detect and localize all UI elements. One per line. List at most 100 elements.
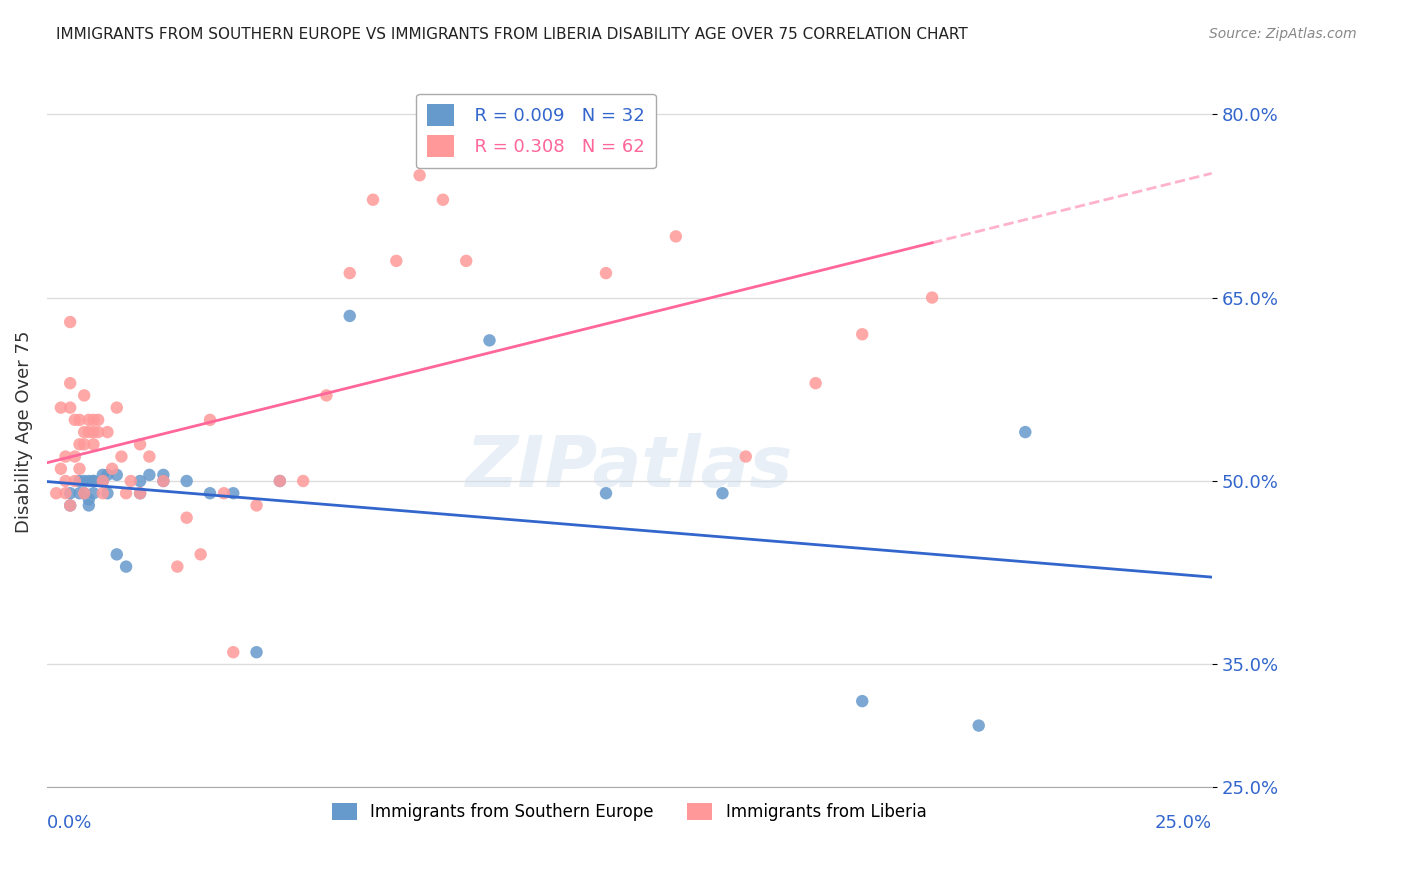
- Point: [478, 334, 501, 348]
- Point: [385, 253, 408, 268]
- Point: [82, 413, 104, 427]
- Point: [82, 437, 104, 451]
- Point: [49, 401, 72, 415]
- Point: [59, 486, 82, 500]
- Point: [101, 462, 124, 476]
- Point: [432, 193, 454, 207]
- Point: [63, 474, 86, 488]
- Point: [59, 376, 82, 391]
- Point: [804, 376, 827, 391]
- Point: [176, 510, 198, 524]
- Point: [152, 474, 174, 488]
- Point: [82, 486, 104, 500]
- Point: [69, 437, 91, 451]
- Point: [129, 486, 152, 500]
- Point: [105, 401, 128, 415]
- Point: [176, 474, 198, 488]
- Point: [152, 474, 174, 488]
- Point: [361, 193, 384, 207]
- Point: [138, 467, 160, 482]
- Point: [91, 467, 114, 482]
- Y-axis label: Disability Age Over 75: Disability Age Over 75: [15, 331, 32, 533]
- Point: [59, 315, 82, 329]
- Point: [63, 413, 86, 427]
- Point: [120, 474, 142, 488]
- Point: [222, 645, 245, 659]
- Point: [921, 291, 943, 305]
- Text: 0.0%: 0.0%: [46, 814, 93, 832]
- Point: [87, 425, 110, 439]
- Point: [73, 425, 96, 439]
- Point: [138, 450, 160, 464]
- Point: [77, 474, 100, 488]
- Point: [269, 474, 291, 488]
- Point: [110, 450, 132, 464]
- Text: IMMIGRANTS FROM SOUTHERN EUROPE VS IMMIGRANTS FROM LIBERIA DISABILITY AGE OVER 7: IMMIGRANTS FROM SOUTHERN EUROPE VS IMMIG…: [56, 27, 967, 42]
- Point: [222, 486, 245, 500]
- Point: [69, 474, 91, 488]
- Point: [734, 450, 756, 464]
- Point: [69, 486, 91, 500]
- Point: [408, 168, 430, 182]
- Point: [91, 474, 114, 488]
- Point: [851, 327, 873, 342]
- Point: [77, 425, 100, 439]
- Point: [129, 474, 152, 488]
- Legend: Immigrants from Southern Europe, Immigrants from Liberia: Immigrants from Southern Europe, Immigra…: [326, 797, 934, 828]
- Point: [548, 131, 571, 145]
- Text: 25.0%: 25.0%: [1154, 814, 1212, 832]
- Point: [59, 401, 82, 415]
- Point: [595, 266, 617, 280]
- Point: [292, 474, 315, 488]
- Point: [55, 450, 77, 464]
- Point: [105, 467, 128, 482]
- Point: [339, 309, 361, 323]
- Point: [245, 645, 267, 659]
- Point: [73, 486, 96, 500]
- Point: [69, 413, 91, 427]
- Point: [198, 486, 221, 500]
- Point: [77, 499, 100, 513]
- Point: [55, 486, 77, 500]
- Point: [63, 450, 86, 464]
- Point: [96, 425, 118, 439]
- Point: [166, 559, 188, 574]
- Point: [82, 474, 104, 488]
- Point: [91, 486, 114, 500]
- Point: [73, 388, 96, 402]
- Point: [851, 694, 873, 708]
- Point: [456, 253, 478, 268]
- Point: [152, 467, 174, 482]
- Point: [49, 462, 72, 476]
- Point: [77, 413, 100, 427]
- Text: ZIPatlas: ZIPatlas: [465, 433, 793, 502]
- Point: [315, 388, 337, 402]
- Text: Source: ZipAtlas.com: Source: ZipAtlas.com: [1209, 27, 1357, 41]
- Point: [105, 548, 128, 562]
- Point: [1014, 425, 1036, 439]
- Point: [269, 474, 291, 488]
- Point: [69, 462, 91, 476]
- Point: [82, 425, 104, 439]
- Point: [595, 486, 617, 500]
- Point: [91, 474, 114, 488]
- Point: [96, 486, 118, 500]
- Point: [82, 474, 104, 488]
- Point: [45, 486, 67, 500]
- Point: [198, 413, 221, 427]
- Point: [55, 474, 77, 488]
- Point: [711, 486, 734, 500]
- Point: [665, 229, 688, 244]
- Point: [87, 413, 110, 427]
- Point: [339, 266, 361, 280]
- Point: [77, 492, 100, 507]
- Point: [59, 499, 82, 513]
- Point: [212, 486, 235, 500]
- Point: [73, 437, 96, 451]
- Point: [129, 437, 152, 451]
- Point: [129, 486, 152, 500]
- Point: [73, 486, 96, 500]
- Point: [73, 474, 96, 488]
- Point: [96, 467, 118, 482]
- Point: [59, 499, 82, 513]
